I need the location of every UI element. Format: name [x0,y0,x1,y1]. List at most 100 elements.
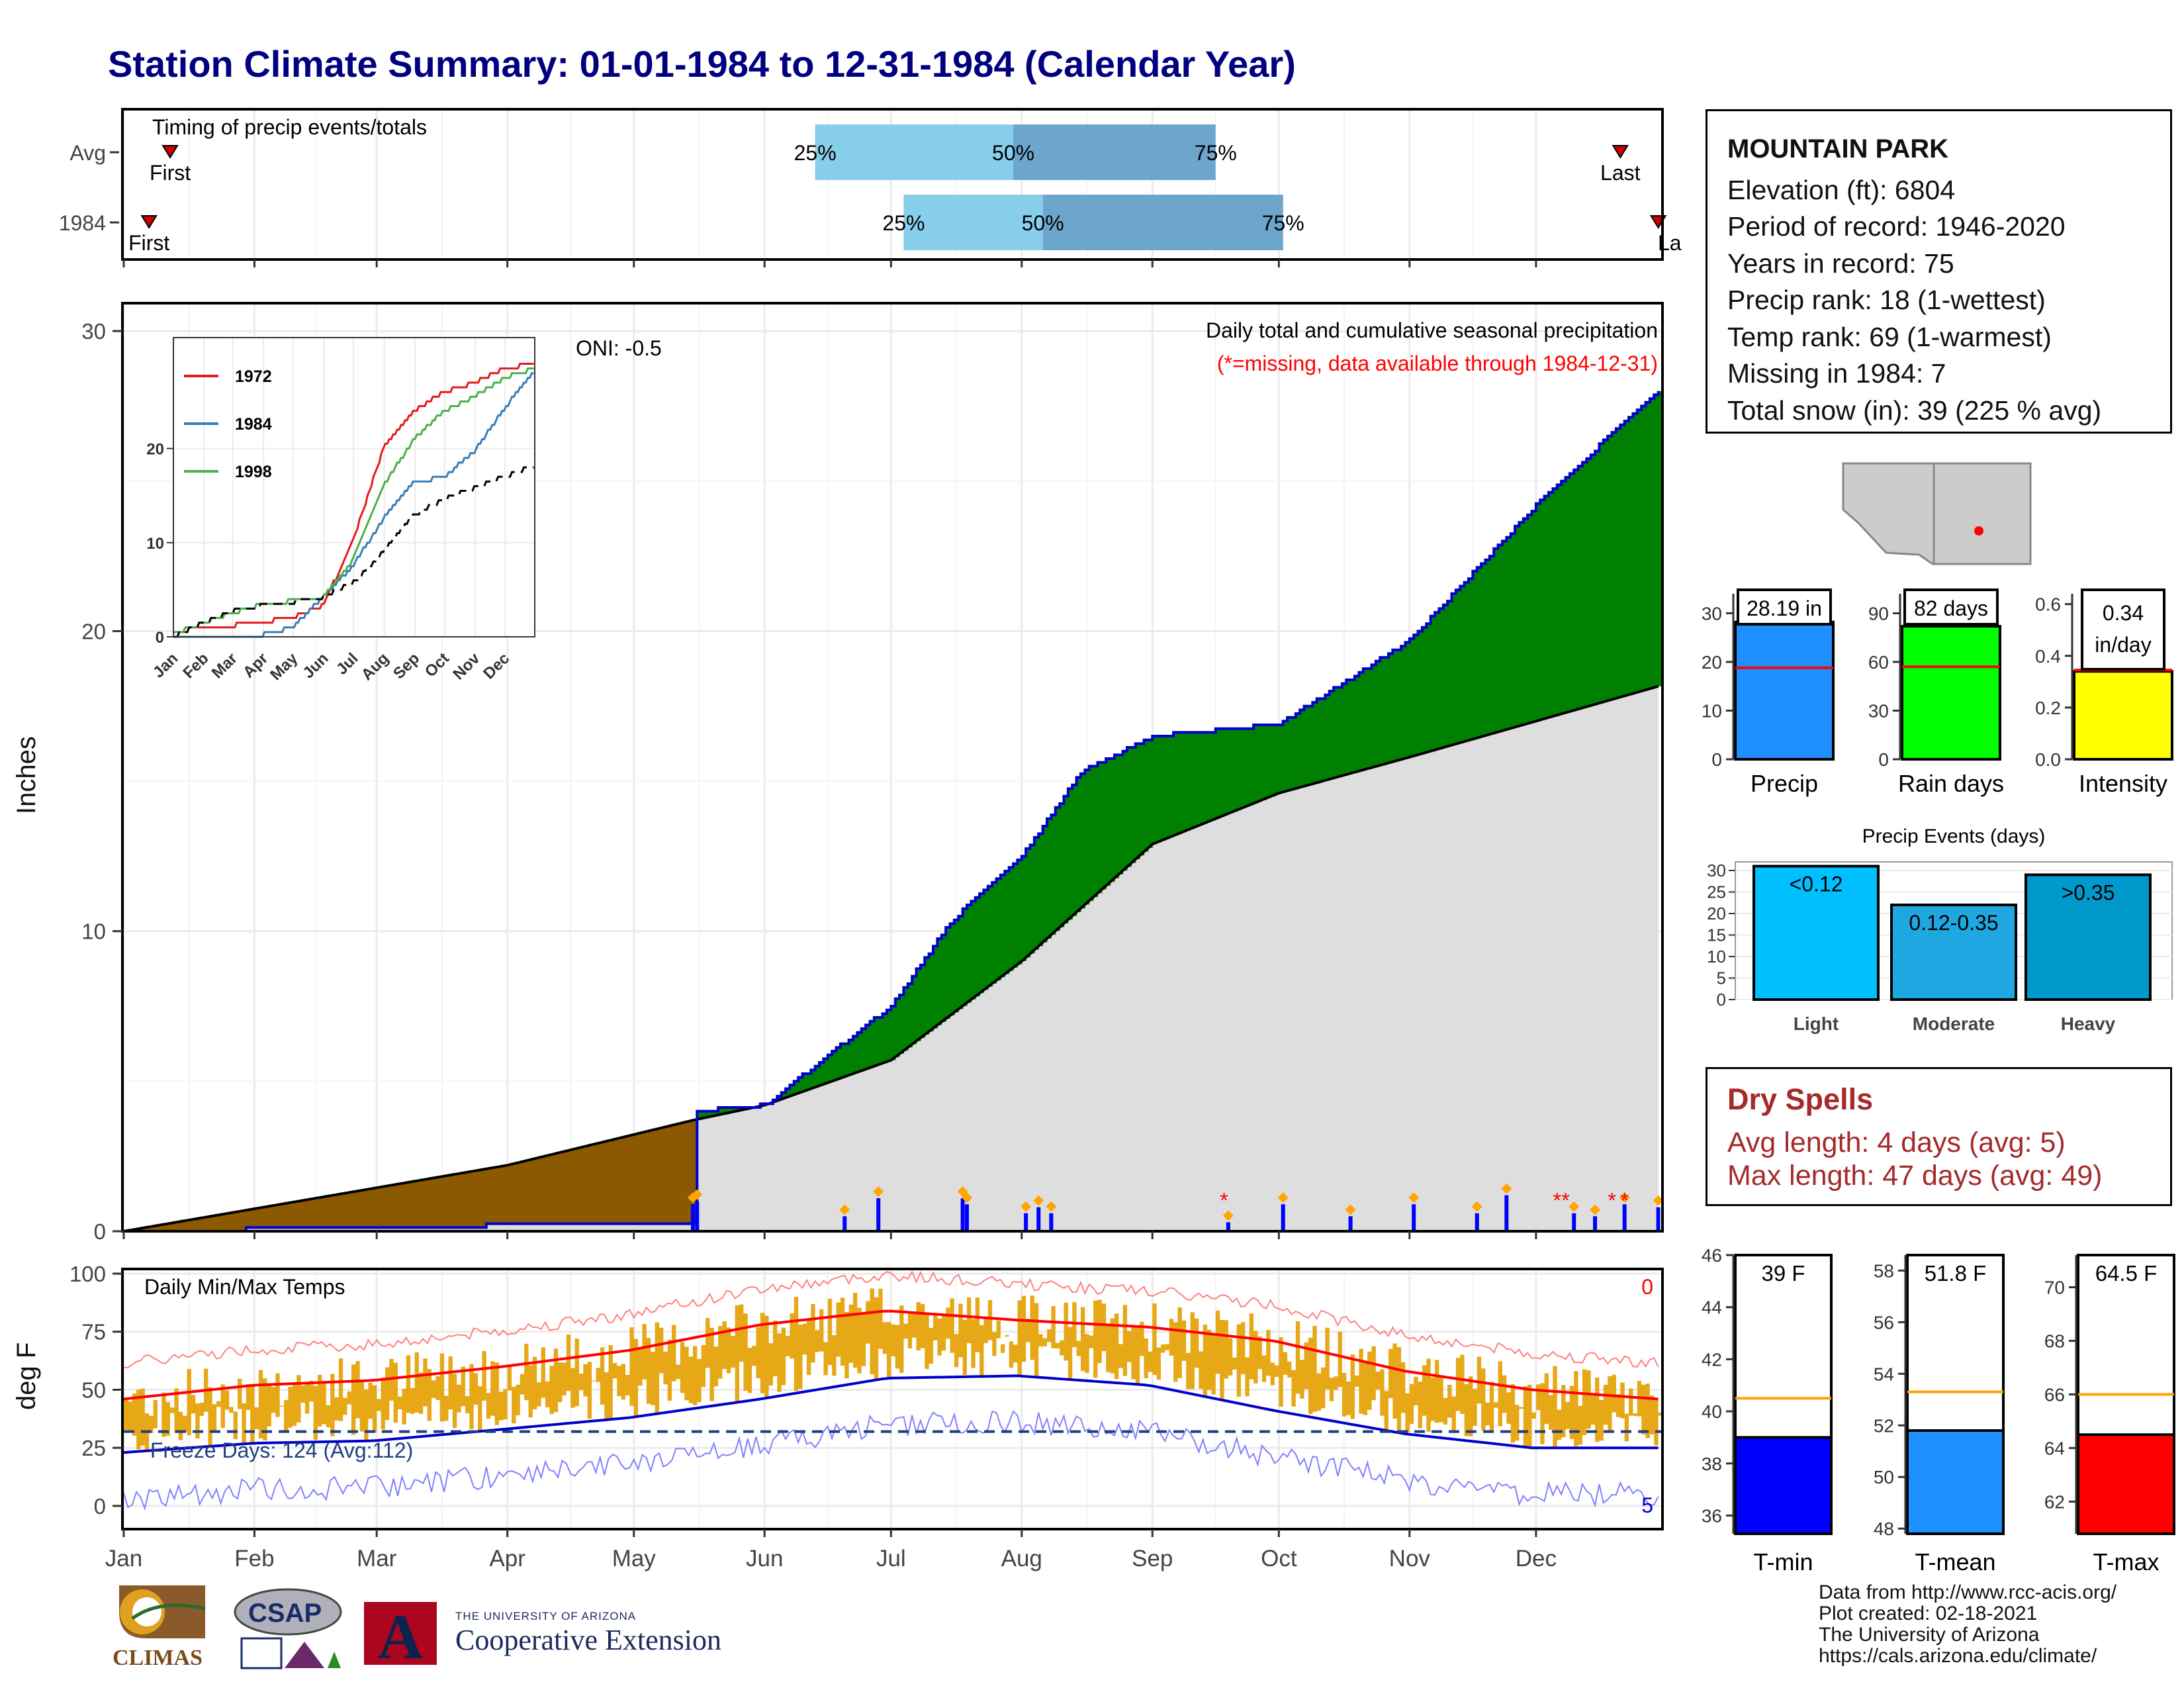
dry-spells-max: Max length: 47 days (avg: 49) [1727,1160,2103,1192]
missing-marker: * [1220,1189,1228,1213]
main-ytick-label: 0 [94,1219,106,1244]
daily-precip-bar [842,1216,847,1231]
snow-marker [1653,1195,1664,1206]
temp-summary-ytick-label: 54 [1874,1364,1894,1384]
month-label: Jun [746,1546,783,1571]
summary-value-label: 0.34 [2103,601,2144,625]
month-label: May [612,1546,657,1571]
daily-precip-bar [1504,1195,1509,1231]
snow-marker [961,1192,972,1203]
credit-university: The University of Arizona [1819,1624,2040,1646]
daily-precip-bar [695,1201,700,1231]
avg-cumulative-area [124,686,1659,1231]
events-ytick-label: 10 [1707,947,1726,966]
timing-last-label: Last [1600,161,1641,185]
daily-precip-bar [1593,1216,1598,1231]
temp-summary-value: 51.8 F [1925,1261,1987,1286]
summary-bar-2 [2073,670,2173,761]
temp-summary-ytick-label: 52 [1874,1415,1894,1436]
avg-max-line [123,1309,1659,1401]
month-label: Feb [234,1546,274,1571]
main-ytick-label: 20 [81,619,106,643]
summary-ytick-label: 30 [1868,700,1889,721]
credit-source: Data from http://www.rcc-acis.org/ [1819,1581,2117,1603]
summary-value-unit: in/day [2095,633,2151,657]
daily-precip-bar [1656,1207,1661,1231]
inset-xtick-label: Oct [422,649,453,680]
svg-text:CLIMAS: CLIMAS [113,1646,203,1670]
snow-marker [839,1204,850,1215]
temp-summary-value: 64.5 F [2095,1261,2158,1286]
summary-ytick-label: 10 [1702,700,1722,721]
daily-precip-bar [960,1198,965,1231]
summary-ytick-label: 0.6 [2035,594,2061,615]
station-name: MOUNTAIN PARK [1727,134,1949,164]
summary-bar-1 [1901,625,2001,761]
events-bar-light [1752,865,1880,1001]
temp-summary-ytick-label: 62 [2044,1491,2065,1512]
summary-value-box [1737,588,1832,626]
inset-xtick-label: May [267,649,302,684]
month-label: Mar [357,1546,397,1571]
svg-text:A: A [377,1601,423,1671]
inset-xtick-label: Jul [333,649,362,679]
temp-summary-ytick-label: 70 [2044,1278,2065,1298]
temp-summary-ytick-label: 66 [2044,1385,2065,1405]
daily-precip-bar [1281,1204,1285,1231]
timing-bar-q50-q75 [1013,124,1216,180]
above-average-area [697,391,1663,1119]
summary-category-label: Intensity [2079,770,2167,797]
temp-summary-value: 39 F [1761,1261,1805,1286]
daily-precip-bar [1348,1216,1353,1231]
temp-summary-ytick-label: 48 [1874,1519,1894,1539]
ua-name: THE UNIVERSITY OF ARIZONA [455,1610,637,1622]
missing-marker: * [1608,1189,1615,1213]
summary-ytick-label: 0 [1711,749,1722,770]
inset-xtick-label: Jan [150,649,181,681]
cold-count: 5 [1641,1493,1653,1517]
summary-ytick-label: 0.0 [2035,749,2061,770]
events-ytick-label: 15 [1707,925,1726,945]
inset-xtick-label: Mar [208,649,241,682]
snow-marker [1590,1204,1601,1215]
summary-category-label: Precip [1751,770,1818,797]
month-label: Nov [1389,1546,1431,1571]
timing-q75-label: 75% [1262,211,1304,235]
hot-count: 0 [1641,1275,1653,1299]
timing-q25-label: 25% [882,211,925,235]
summary-category-label: Rain days [1898,770,2004,797]
temp-summary-bar-1 [1906,1429,2005,1535]
timing-first-label: First [150,161,191,185]
inset-legend-label: 1984 [235,415,272,434]
inset-average-line [173,466,534,638]
snow-marker [1046,1201,1057,1212]
snow-marker [1033,1195,1044,1206]
events-ytick-label: 25 [1707,882,1726,902]
month-label: Apr [489,1546,525,1571]
daily-precip-bar [1049,1213,1054,1231]
inset-series-line [173,363,534,633]
timing-row-label: 1984 [59,211,106,235]
inset-series-line [173,367,534,633]
timing-q25-label: 25% [794,141,837,165]
summary-ytick-label: 0.4 [2035,646,2061,667]
events-ytick-label: 20 [1707,904,1726,923]
below-average-area [128,1107,761,1231]
events-ytick-label: 0 [1717,990,1726,1009]
inset-ytick-label: 0 [156,629,164,647]
map-states [1842,462,2032,565]
inset-legend-label: 1972 [235,367,272,386]
ua-logo: A [364,1601,437,1671]
avg-cumulative-line [123,684,1659,1233]
main-ylabel: Inches [12,736,41,814]
events-ytick-label: 5 [1717,968,1726,988]
timing-bar-q25-q50 [903,195,1043,250]
inset-xtick-label: Aug [358,649,392,684]
month-label: Sep [1132,1546,1173,1571]
record-max-envelope [123,1270,1659,1368]
summary-value-label: 28.19 in [1747,596,1822,620]
state-map [1842,461,2032,565]
daily-precip-bar [1226,1222,1230,1231]
temp-label: Daily Min/Max Temps [144,1275,345,1299]
